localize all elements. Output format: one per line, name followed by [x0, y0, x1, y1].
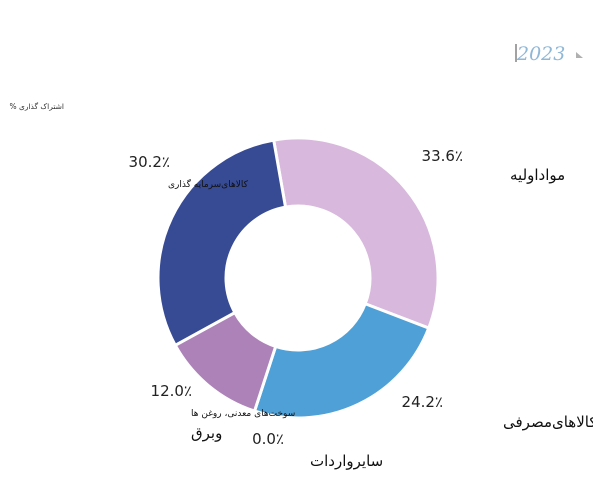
- slice-2-value-label: 0.0٪: [252, 430, 284, 448]
- donut-slice-0: [271, 136, 440, 331]
- donut-slice-4: [156, 138, 288, 348]
- year-selector-value[interactable]: 2023: [516, 43, 565, 65]
- slice-4-label: کالاهای‌سرمایه گذاری: [168, 178, 249, 190]
- slice-2-label: سایرواردات: [310, 452, 383, 470]
- year-selector[interactable]: 2023: [515, 43, 583, 65]
- slice-1-label: کالاهای‌مصرفی: [503, 413, 593, 431]
- slice-3-label-line-2: وبرق: [191, 424, 222, 442]
- slice-0-label: موادا‌ولیه: [510, 166, 565, 184]
- slice-4-value-label: 30.2٪: [129, 153, 170, 171]
- chart-subtitle: % اشتراک گذاری: [9, 102, 64, 111]
- slice-3-label-line-1: سوخت‌های معدنی، روغن ها: [191, 409, 295, 419]
- slice-1-value-label: 24.2٪: [402, 393, 443, 411]
- donut-slice-1: [252, 301, 431, 420]
- donut-slices: [156, 136, 440, 420]
- dropdown-triangle-icon[interactable]: [576, 52, 583, 58]
- slice-3-value-label: 12.0٪: [151, 382, 192, 400]
- slice-0-value-label: 33.6٪: [422, 147, 463, 165]
